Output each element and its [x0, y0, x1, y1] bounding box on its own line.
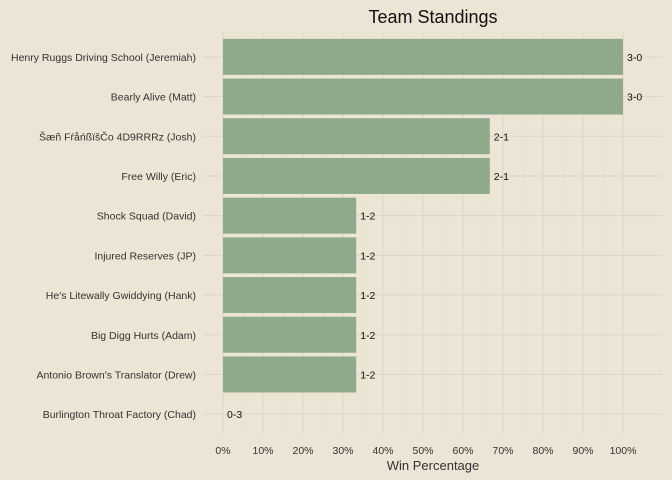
x-axis-title: Win Percentage — [387, 458, 480, 473]
x-tick-label: 0% — [215, 445, 230, 457]
chart-title: Team Standings — [368, 7, 497, 27]
category-label: Free Willy (Eric) — [121, 171, 196, 183]
bar — [223, 157, 490, 194]
category-label: Big Digg Hurts (Adam) — [91, 330, 196, 342]
bar — [223, 277, 357, 314]
category-label: Burlington Throat Factory (Chad) — [43, 409, 196, 421]
category-label: He's Litewally Gwiddying (Hank) — [46, 290, 196, 302]
bar-data-label: 1-2 — [360, 369, 375, 381]
bar — [223, 356, 357, 393]
x-tick-label: 30% — [332, 445, 353, 457]
x-tick-label: 20% — [292, 445, 313, 457]
category-label: Bearly Alive (Matt) — [111, 92, 196, 104]
bar-data-label: 3-0 — [627, 92, 642, 104]
data-labels: 3-0 3-0 2-1 2-1 1-2 1-2 1-2 1-2 1-2 0-3 — [227, 52, 642, 421]
category-label: Antonio Brown's Translator (Drew) — [36, 369, 196, 381]
x-tick-label: 10% — [252, 445, 273, 457]
bars-group — [223, 38, 623, 393]
category-label: Shock Squad (David) — [97, 211, 196, 223]
bar — [223, 197, 357, 234]
bar — [223, 78, 623, 115]
bar-data-label: 3-0 — [627, 52, 642, 64]
category-label: Henry Ruggs Driving School (Jeremiah) — [11, 52, 196, 64]
bar-data-label: 1-2 — [360, 250, 375, 262]
x-tick-label: 50% — [412, 445, 433, 457]
bar — [223, 118, 490, 155]
bar — [223, 316, 357, 353]
bar — [223, 237, 357, 274]
bar-data-label: 1-2 — [360, 290, 375, 302]
x-tick-label: 60% — [452, 445, 473, 457]
bar-data-label: 1-2 — [360, 211, 375, 223]
x-tick-label: 90% — [572, 445, 593, 457]
x-tick-label: 100% — [610, 445, 637, 457]
x-tick-label: 40% — [372, 445, 393, 457]
bar-data-label: 1-2 — [360, 330, 375, 342]
x-tick-label: 70% — [492, 445, 513, 457]
x-tick-label: 80% — [532, 445, 553, 457]
category-label: Injured Reserves (JP) — [94, 250, 196, 262]
category-label: Šæñ FŕåńßïšČo 4D9RRRz (Josh) — [39, 130, 196, 143]
x-tick-labels: 0% 10% 20% 30% 40% 50% 60% 70% 80% 90% 100% — [215, 445, 636, 457]
bar — [223, 38, 623, 75]
category-labels: Henry Ruggs Driving School (Jeremiah) Bea… — [11, 52, 196, 421]
bar-data-label: 0-3 — [227, 409, 242, 421]
bar-data-label: 2-1 — [494, 131, 509, 143]
bar-data-label: 2-1 — [494, 171, 509, 183]
